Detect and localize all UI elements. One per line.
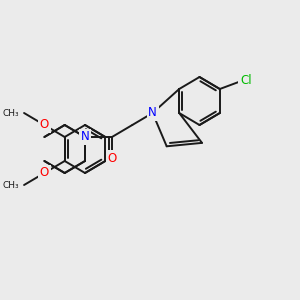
Text: O: O — [40, 167, 49, 179]
Text: Cl: Cl — [240, 74, 252, 87]
Text: N: N — [81, 130, 89, 143]
Text: CH₃: CH₃ — [3, 109, 19, 118]
Text: N: N — [148, 106, 157, 119]
Text: O: O — [40, 118, 49, 131]
Text: CH₃: CH₃ — [3, 181, 19, 190]
Text: O: O — [107, 152, 117, 165]
